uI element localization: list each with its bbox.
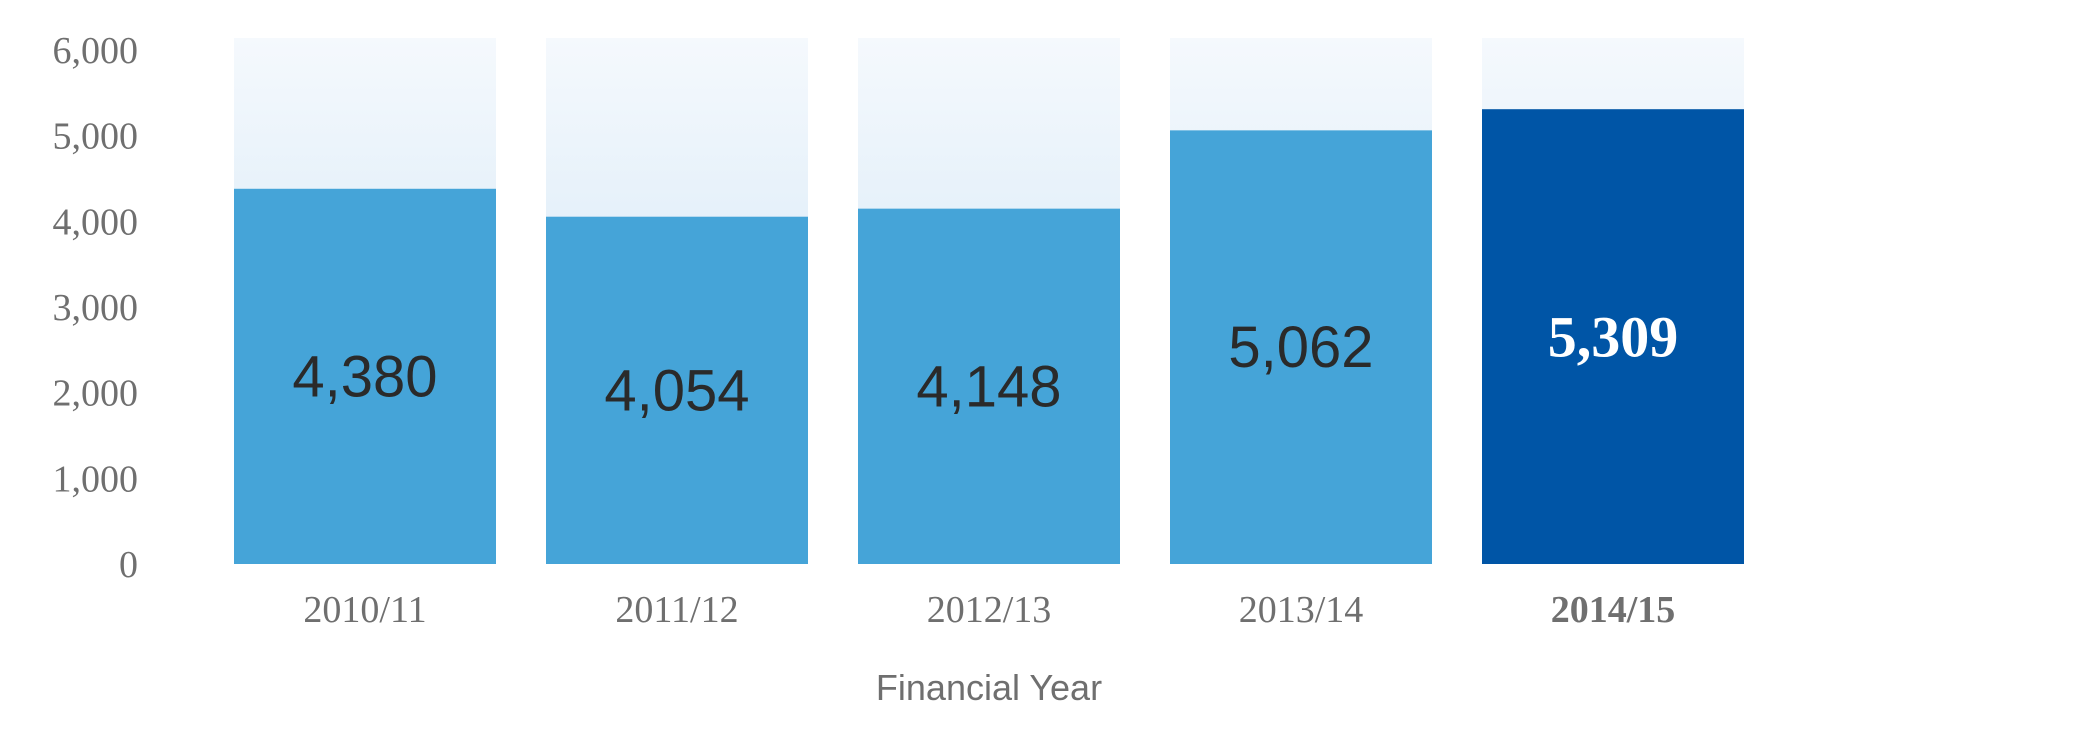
x-tick-label: 2011/12: [615, 589, 738, 631]
bar-highlight: [1482, 109, 1744, 564]
bar-value-label: 4,054: [604, 358, 749, 423]
x-axis: 2010/11 2011/12 2012/13 2013/14 2014/15: [303, 589, 1675, 631]
y-tick-label: 4,000: [53, 201, 139, 243]
y-tick-label: 5,000: [53, 116, 139, 158]
bar-value-label: 5,062: [1228, 315, 1373, 380]
x-tick-label: 2014/15: [1551, 589, 1676, 631]
x-tick-label: 2012/13: [927, 589, 1052, 631]
bar: [234, 188, 496, 564]
y-axis: 0 1,000 2,000 3,000 4,000 5,000 6,000: [53, 30, 139, 586]
bar: [546, 216, 808, 564]
y-tick-label: 6,000: [53, 30, 139, 72]
bar-value-label: 4,148: [916, 354, 1061, 419]
y-tick-label: 1,000: [53, 458, 139, 500]
bar-value-label: 4,380: [292, 344, 437, 409]
y-tick-label: 3,000: [53, 287, 139, 329]
x-axis-title: Financial Year: [876, 667, 1102, 708]
x-tick-label: 2010/11: [303, 589, 426, 631]
y-tick-label: 2,000: [53, 373, 139, 415]
bars: [234, 109, 1744, 564]
y-tick-label: 0: [119, 544, 138, 586]
x-tick-label: 2013/14: [1239, 589, 1364, 631]
bar: [1170, 130, 1432, 564]
bar-value-label: 5,309: [1548, 305, 1679, 370]
bar: [858, 208, 1120, 564]
value-labels: 4,380 4,054 4,148 5,062 5,309: [292, 305, 1678, 424]
